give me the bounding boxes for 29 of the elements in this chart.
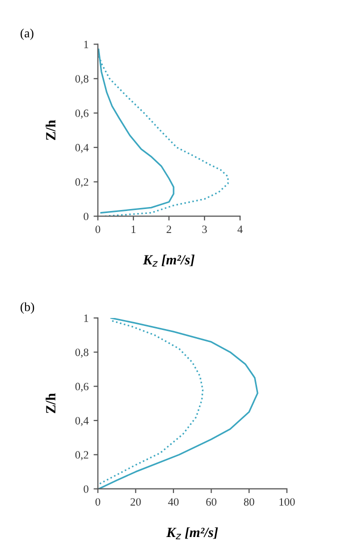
x-tick-label: 0 [96, 498, 100, 506]
x-tick-label: 2 [166, 226, 172, 233]
y-axis-title: Z/h [46, 393, 56, 414]
text: (a) [20, 28, 34, 40]
x-tick-label: 60 [206, 498, 216, 506]
text: (b) [20, 302, 34, 314]
x-tick-label: 3 [202, 226, 207, 234]
x-tick-label: 80 [244, 498, 254, 506]
y-tick-label: 0,6 [75, 382, 88, 392]
x-tick-label: 20 [130, 498, 141, 506]
x-axis-title: K$_{z}$ [m²/s] [166, 527, 218, 540]
x-tick-label: 0 [96, 226, 100, 234]
y-tick-label: 1 [84, 40, 88, 48]
y-tick-label: 0,2 [75, 451, 88, 460]
y-tick-label: 0,4 [75, 144, 89, 153]
x-tick-label: 4 [238, 226, 243, 233]
y-tick-label: 0 [84, 212, 88, 220]
y-tick-label: 1 [84, 314, 88, 322]
y-tick-label: 0,6 [75, 110, 88, 119]
y-tick-label: 0,8 [75, 75, 88, 84]
y-tick-label: 0,2 [75, 178, 88, 188]
x-tick-label: 40 [168, 498, 179, 506]
x-tick-label: 1 [132, 226, 136, 233]
x-axis-title: K$_{z}$ [m²/s] [142, 254, 194, 267]
y-tick-label: 0 [84, 485, 88, 493]
y-tick-label: 0,4 [75, 416, 89, 426]
y-tick-label: 0,8 [75, 348, 88, 358]
x-tick-label: 100 [280, 498, 295, 506]
y-axis-title: Z/h [46, 120, 56, 140]
